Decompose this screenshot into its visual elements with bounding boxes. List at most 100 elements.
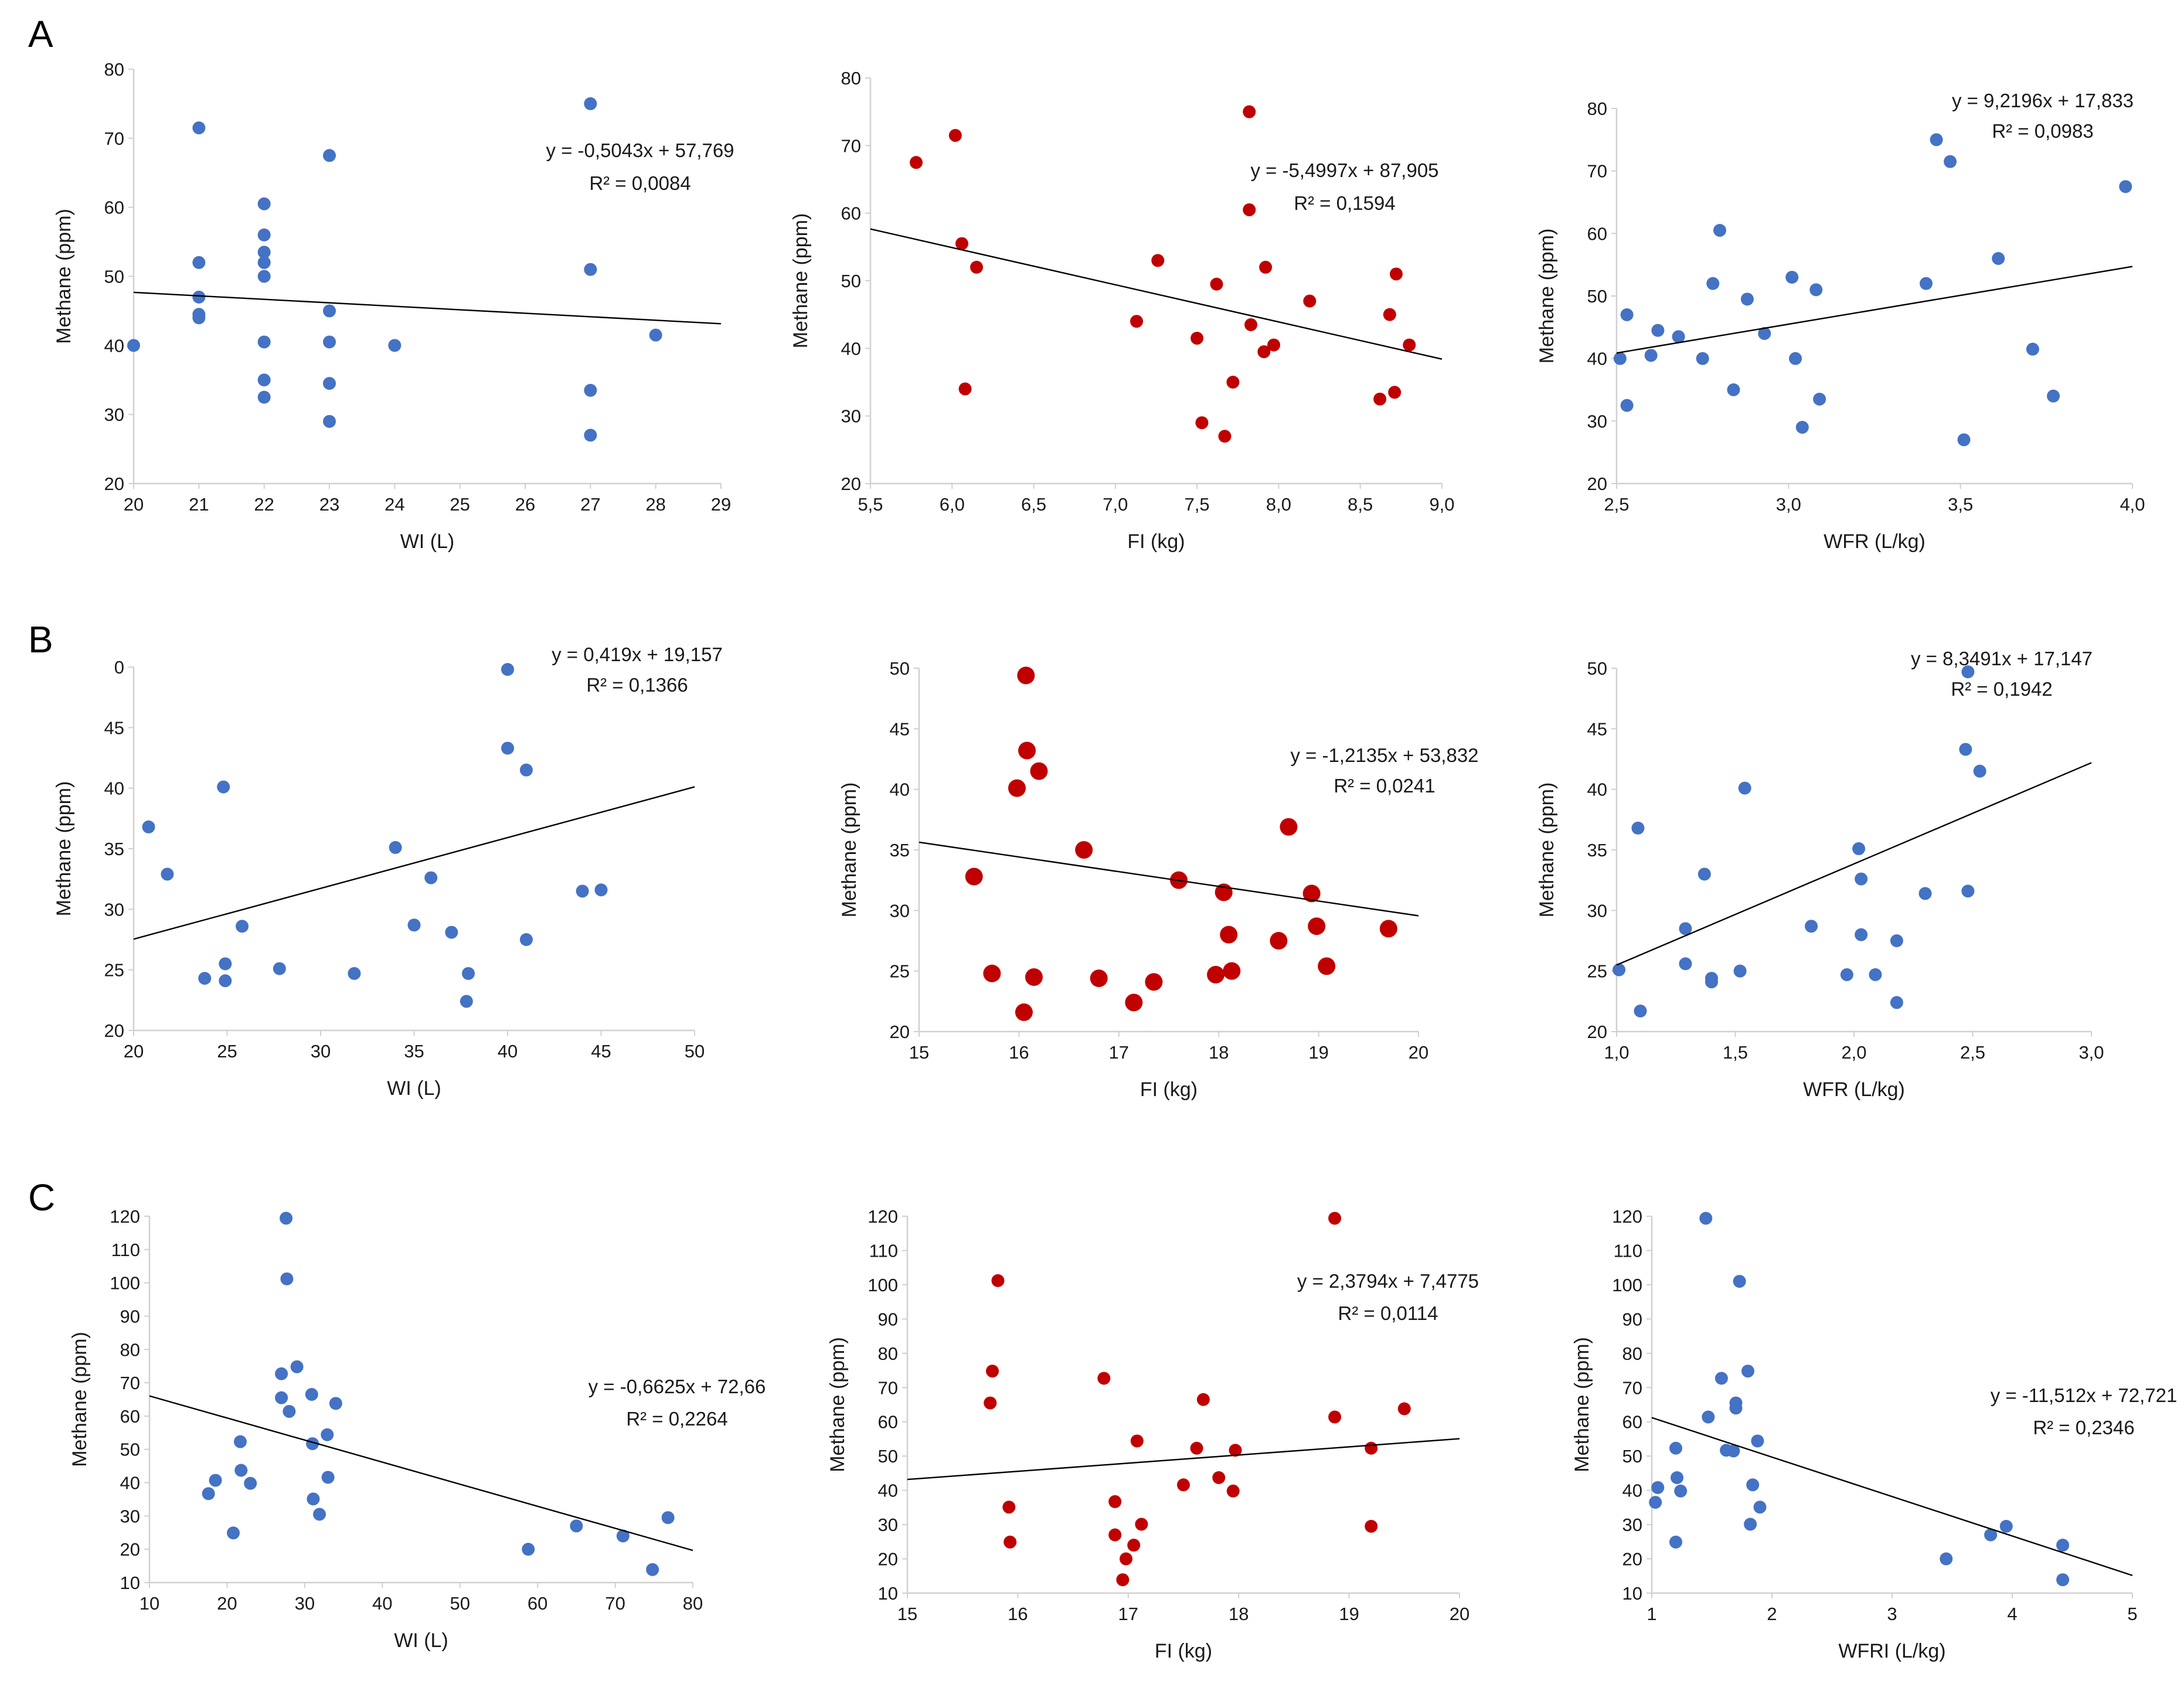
x-tick-label: 15 <box>897 1604 917 1624</box>
x-tick-label: 2,0 <box>1841 1042 1866 1063</box>
x-tick-label: 80 <box>683 1593 703 1614</box>
data-point <box>584 97 597 110</box>
data-point <box>984 1396 997 1410</box>
data-point <box>321 1471 335 1484</box>
data-point <box>616 1529 630 1543</box>
data-point <box>1930 133 1943 147</box>
data-point <box>991 1274 1005 1287</box>
y-tick-label: 25 <box>1587 961 1607 982</box>
y-tick-label: 30 <box>878 1515 898 1535</box>
data-point <box>1727 1444 1740 1458</box>
data-point <box>1785 271 1799 284</box>
data-point <box>1008 779 1026 797</box>
data-point <box>1229 1444 1242 1457</box>
data-point <box>1795 421 1809 434</box>
data-point <box>501 741 514 755</box>
data-point <box>323 414 336 428</box>
data-point <box>280 1272 294 1285</box>
y-tick-label: 30 <box>841 406 861 427</box>
x-tick-label: 7,0 <box>1103 494 1128 515</box>
data-point <box>1130 315 1144 328</box>
data-point <box>1697 867 1711 881</box>
x-tick-label: 9,0 <box>1429 494 1454 515</box>
data-point <box>1196 1393 1210 1406</box>
x-axis-title: WFR (L/kg) <box>1803 1078 1905 1101</box>
data-point <box>321 1428 334 1441</box>
data-point <box>1679 957 1692 971</box>
data-point <box>1223 962 1241 980</box>
regression-equation: y = 2,3794x + 7,4775 <box>1297 1270 1479 1292</box>
data-point <box>192 290 206 304</box>
data-point <box>1733 964 1747 978</box>
data-point <box>1145 973 1163 991</box>
trendline <box>1616 266 2133 354</box>
data-point <box>1212 1471 1226 1485</box>
trendline <box>907 1438 1460 1481</box>
y-tick-label: 100 <box>868 1275 898 1295</box>
y-tick-label: 50 <box>841 271 861 291</box>
data-point <box>1809 283 1823 297</box>
x-axis-title: WI (L) <box>394 1629 448 1652</box>
data-point <box>1151 254 1165 267</box>
x-tick-label: 20 <box>124 494 144 515</box>
data-point <box>1702 1410 1715 1424</box>
data-point <box>1226 376 1240 389</box>
data-point <box>1741 1365 1754 1378</box>
data-point <box>1671 1471 1684 1485</box>
x-axis-title: WFRI (L/kg) <box>1838 1640 1945 1662</box>
data-point <box>323 377 336 390</box>
x-tick-label: 1 <box>1646 1604 1656 1624</box>
y-tick-label: 20 <box>120 1539 140 1560</box>
regression-equation: y = -11,512x + 72,721 <box>1991 1384 2178 1406</box>
y-axis-title: Methane (ppm) <box>790 213 812 349</box>
trendline <box>1616 762 2092 966</box>
data-point <box>1714 1372 1728 1385</box>
trendline <box>918 841 1419 917</box>
x-tick-label: 15 <box>909 1042 929 1063</box>
scatter-chart-3: 2,5 3,0 3,5 4,0 20 30 40 50 60 70 80 WFR (L/kg) Meth… <box>1536 90 2145 553</box>
data-point <box>955 237 968 250</box>
data-point <box>388 339 402 352</box>
data-point <box>1855 872 1868 886</box>
x-tick-label: 3,5 <box>1948 494 1973 515</box>
data-point <box>1740 292 1754 306</box>
data-point <box>1890 996 1903 1009</box>
y-tick-label: 40 <box>878 1481 898 1501</box>
x-tick-label: 20 <box>124 1041 144 1061</box>
x-tick-label: 2,5 <box>1960 1042 1985 1063</box>
y-tick-label: 0 <box>114 657 124 678</box>
data-point <box>202 1487 215 1501</box>
data-point <box>1190 1441 1203 1455</box>
y-tick-label: 40 <box>1587 349 1607 369</box>
x-tick-label: 20 <box>1409 1042 1428 1063</box>
data-point <box>584 263 597 276</box>
y-tick-label: 45 <box>890 719 910 739</box>
y-tick-label: 90 <box>1622 1309 1642 1329</box>
y-tick-label: 30 <box>1587 900 1607 921</box>
x-tick-label: 50 <box>450 1593 470 1614</box>
y-axis-title: Methane (ppm) <box>1571 1337 1593 1472</box>
x-tick-label: 22 <box>254 494 274 515</box>
data-point <box>1649 1496 1662 1509</box>
data-point <box>1243 105 1256 118</box>
data-point <box>1210 277 1223 291</box>
data-point <box>1705 972 1718 985</box>
scatter-chart-5: 15 16 17 18 19 20 20 25 30 35 40 45 50 FI (kg) Methane… <box>838 658 1479 1101</box>
data-point <box>1634 1004 1647 1018</box>
y-tick-label: 80 <box>878 1343 898 1364</box>
y-tick-label: 60 <box>120 1406 140 1427</box>
y-tick-label: 40 <box>890 780 910 800</box>
x-tick-label: 35 <box>404 1041 424 1061</box>
data-point <box>323 304 336 318</box>
scatter-chart-2: 5,5 6,0 6,5 7,0 7,5 8,0 8,5 9,0 20 30 40 50 60 70 80 FI… <box>790 68 1455 553</box>
data-point <box>1280 818 1298 836</box>
data-point <box>649 328 662 342</box>
data-point <box>1620 308 1634 321</box>
y-tick-label: 50 <box>1622 1446 1642 1467</box>
x-tick-label: 16 <box>1008 1604 1028 1624</box>
data-point <box>1097 1372 1111 1385</box>
data-point <box>1017 666 1035 685</box>
data-point <box>1190 332 1204 345</box>
regression-equation: y = -0,6625x + 72,66 <box>588 1376 766 1397</box>
